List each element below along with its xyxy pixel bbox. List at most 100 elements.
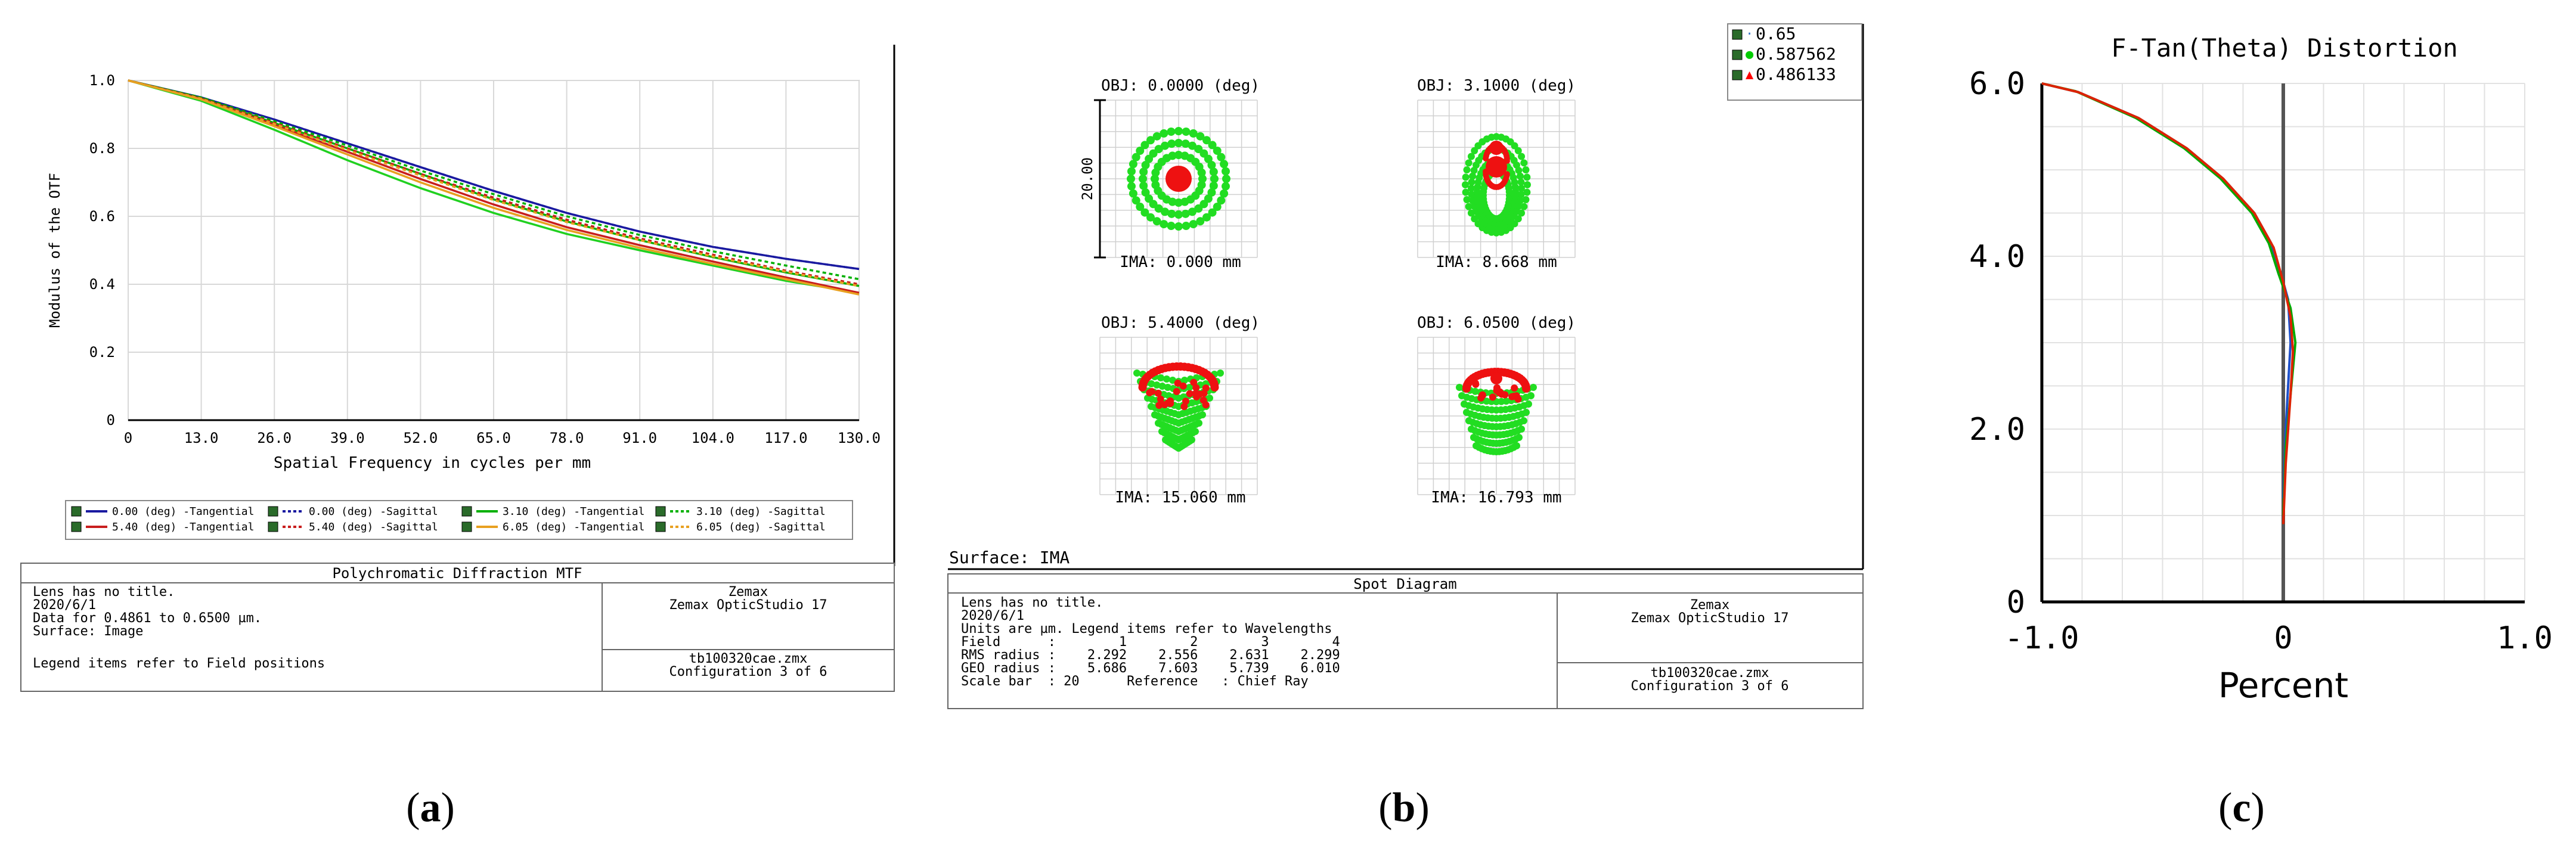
distortion-x-tick-label: 1.0 (2497, 620, 2553, 656)
spot-red-dot (1155, 390, 1162, 397)
mtf-legend-label: 0.00 (deg) -Sagittal (309, 505, 438, 518)
mtf-y-tick-label: 0.8 (89, 140, 115, 157)
spot-legend-label: 0.486133 (1756, 64, 1836, 84)
spot-green-dot (1220, 160, 1228, 168)
mtf-configuration: Configuration 3 of 6 (669, 664, 827, 679)
spot-green-dot (1174, 222, 1183, 231)
spot-red-dot (1161, 401, 1168, 408)
caption-c-open: ( (2218, 785, 2232, 831)
spot-red-dot (1472, 381, 1479, 388)
spot-green-dot (1518, 426, 1525, 433)
distortion-y-tick-label: 2.0 (1969, 412, 2025, 448)
spot-green-dot (1217, 369, 1224, 377)
mtf-x-tick-label: 78.0 (550, 430, 584, 446)
spot-green-dot (1517, 173, 1524, 180)
spot-legend-label: 0.65 (1756, 24, 1796, 44)
spot-green-dot (1127, 175, 1135, 183)
distortion-series-3 (2042, 83, 2293, 524)
distortion-y-tick-label: 0 (2007, 585, 2025, 620)
spot-red-dot (1510, 393, 1517, 400)
spot-green-dot (1198, 169, 1206, 177)
spot-green-dot (1199, 411, 1206, 418)
spot-green-dot (1468, 185, 1475, 192)
caption-a-letter: a (420, 785, 441, 831)
spot-green-dot (1520, 159, 1527, 166)
spot-red-core (1486, 156, 1507, 178)
mtf-x-tick-label: 104.0 (692, 430, 734, 446)
mtf-legend-label: 5.40 (deg) -Tangential (112, 521, 254, 533)
caption-c: (c) (2218, 785, 2265, 831)
caption-b-open: ( (1378, 785, 1392, 831)
spot-red-dot (1478, 392, 1486, 399)
mtf-legend-label: 3.10 (deg) -Sagittal (696, 505, 826, 518)
distortion-title: F-Tan(Theta) Distortion (2111, 33, 2458, 63)
mtf-x-tick-label: 39.0 (330, 430, 365, 446)
spot-brand-2: Zemax OpticStudio 17 (1631, 611, 1789, 626)
mtf-legend: 0.00 (deg) -Tangential 0.00 (deg) -Sagitt… (66, 501, 853, 539)
mtf-x-tick-label: 13.0 (184, 430, 219, 446)
spot-green-dot (1195, 420, 1202, 427)
spot-red-dot (1180, 383, 1187, 390)
spot-surface: Surface: IMA (949, 548, 1070, 567)
spot-green-dot (1167, 222, 1175, 230)
spot-red-core (1489, 141, 1504, 155)
spot-info-scale-row: Scale bar : 20 Reference : Chief Ray (961, 674, 1309, 689)
spot-green-dot (1525, 400, 1532, 408)
spot-green-dot (1133, 369, 1140, 377)
spot-green-dot (1129, 190, 1137, 198)
distortion-ticks: 02.04.06.0-1.0 0 1.0 (1969, 66, 2553, 656)
distortion-x-tick-label: -1.0 (2004, 620, 2079, 656)
spot-green-dot (1160, 129, 1168, 138)
spot-field-3-ima: IMA: 15.060 mm (1115, 489, 1245, 507)
mtf-legend-checkbox (462, 507, 472, 516)
mtf-legend-label: 6.05 (deg) -Tangential (503, 521, 644, 533)
spot-green-dot (1189, 220, 1198, 228)
spot-red-dot (1173, 388, 1180, 395)
distortion-x-label: Percent (2218, 665, 2348, 706)
spot-field-1-ima: IMA: 0.000 mm (1120, 253, 1241, 271)
mtf-legend-label: 5.40 (deg) -Sagittal (309, 521, 438, 533)
spot-green-dot (1127, 167, 1136, 175)
spot-red-dot (1190, 379, 1197, 386)
spot-green-dot (1518, 153, 1525, 160)
spot-green-dot (1465, 159, 1473, 166)
spot-green-dot (1524, 181, 1531, 188)
mtf-legend-checkbox (656, 507, 665, 516)
spot-green-dot (1127, 182, 1136, 191)
caption-c-close: ) (2251, 785, 2265, 831)
spot-green-dot (1520, 417, 1527, 424)
spot-field-2-ima: IMA: 8.668 mm (1436, 253, 1557, 271)
spot-green-dot (1167, 128, 1175, 136)
spot-green-dot (1188, 436, 1195, 443)
mtf-info-block: Polychromatic Diffraction MTF Lens has n… (21, 563, 894, 691)
distortion-series-1 (2042, 83, 2290, 498)
mtf-y-tick-label: 0 (107, 412, 115, 428)
mtf-x-tick-label: 65.0 (476, 430, 511, 446)
mtf-info-line-6: Legend items refer to Field positions (33, 656, 325, 671)
mtf-info-line-4: Surface: Image (33, 624, 143, 639)
spot-legend-checkbox (1732, 50, 1742, 60)
spot-field-4-obj: OBJ: 6.0500 (deg) (1417, 314, 1576, 332)
spot-info-block: Spot Diagram Lens has no title. 2020/6/1… (948, 574, 1863, 709)
spot-pattern-1 (1127, 127, 1230, 231)
spot-green-dot (1464, 166, 1471, 173)
mtf-x-tick-label: 26.0 (257, 430, 292, 446)
mtf-legend-checkbox (462, 522, 472, 532)
distortion-y-tick-label: 4.0 (1969, 239, 2025, 275)
spot-pattern-4 (1456, 368, 1537, 455)
spot-green-dot (1222, 175, 1230, 183)
caption-a-close: ) (441, 785, 455, 831)
distortion-series (2042, 83, 2295, 524)
spot-green-dot (1157, 374, 1164, 381)
mtf-legend-checkbox (268, 522, 278, 532)
figure: 0 13.0 26.0 39.0 52.0 65.0 78.0 91.0 104.0 117.0 1… (0, 0, 2576, 854)
mtf-info-title: Polychromatic Diffraction MTF (332, 565, 582, 582)
mtf-panel: 0 13.0 26.0 39.0 52.0 65.0 78.0 91.0 104.0 117.0 1… (21, 45, 894, 691)
mtf-legend-checkbox (656, 522, 665, 532)
spot-green-dot (1163, 375, 1170, 383)
spot-legend-marker: ● (1746, 47, 1754, 62)
mtf-y-label: Modulus of the OTF (47, 173, 63, 328)
spot-green-dot (1462, 181, 1469, 188)
caption-b-letter: b (1393, 785, 1416, 831)
spot-green-dot (1515, 434, 1523, 441)
